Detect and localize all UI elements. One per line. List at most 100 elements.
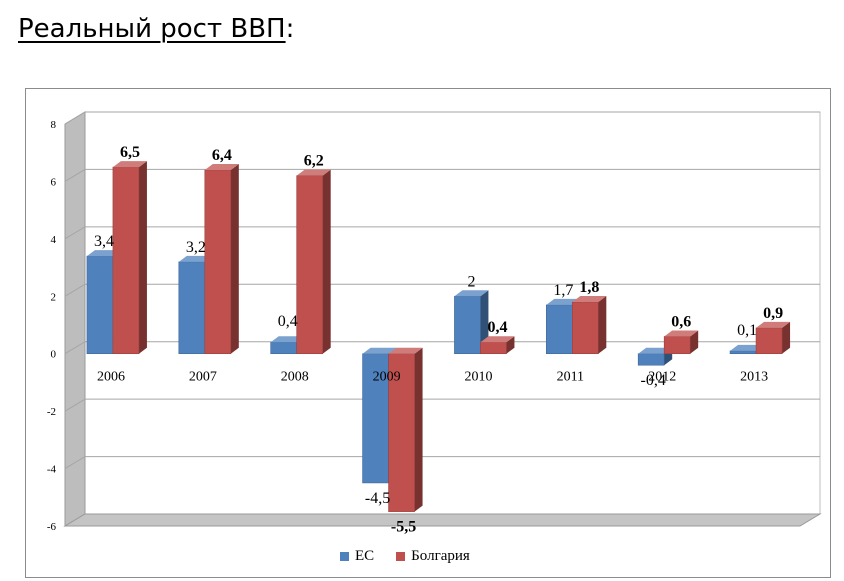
data-label-bulgaria-2013: 0,9	[763, 305, 783, 322]
bar-front-face	[663, 336, 691, 355]
data-label-bulgaria-2006: 6,5	[120, 144, 140, 161]
bar-front-face	[112, 166, 140, 355]
y-tick-label: 2	[51, 291, 57, 303]
bar-front-face	[270, 341, 297, 355]
data-label-bulgaria-2007: 6,4	[212, 147, 232, 164]
x-tick-label-2012: 2012	[648, 370, 676, 385]
bar-front-face	[572, 301, 599, 355]
bar-top-face	[388, 347, 423, 354]
legend-label-bulgaria: Болгария	[411, 548, 470, 564]
bars	[86, 161, 791, 512]
x-tick-label-2008: 2008	[281, 370, 309, 385]
bar-top-face	[638, 347, 673, 354]
bar-front-face	[755, 327, 783, 355]
data-label-eu-2011: 1,7	[553, 282, 573, 299]
legend-swatch-eu	[340, 552, 349, 561]
gridline	[64, 456, 820, 470]
data-label-eu-2009: -4,5	[365, 490, 390, 507]
bar-front-face	[178, 261, 206, 355]
x-tick-label-2011: 2011	[557, 370, 584, 385]
bar-front-face	[388, 353, 415, 512]
bar-top-face	[296, 169, 331, 176]
y-tick-label: -2	[47, 406, 56, 418]
bar-side-face	[782, 321, 791, 354]
x-tick-label-2007: 2007	[189, 370, 217, 385]
data-label-bulgaria-2010: 0,4	[487, 319, 507, 336]
bar-front-face	[546, 304, 573, 355]
chart-side-wall	[64, 111, 86, 527]
gridline	[64, 283, 820, 297]
bar-top-face	[730, 344, 765, 351]
bar-top-face	[112, 161, 147, 168]
bar-side-face	[506, 336, 515, 354]
bar-top-face	[204, 163, 239, 170]
y-tick-label: 6	[51, 176, 57, 188]
data-label-eu-2013: 0,1	[737, 322, 757, 339]
slide-title: Реальный рост ВВП:	[18, 14, 294, 44]
gridline	[64, 168, 820, 182]
bar-eu-2010	[454, 290, 489, 355]
gridline	[64, 398, 820, 412]
bar-bulgaria-2010	[480, 336, 515, 355]
bar-front-face	[296, 175, 323, 355]
bar-top-face	[454, 290, 489, 297]
slide-title-text: Реальный рост ВВП	[18, 14, 286, 44]
data-label-eu-2007: 3,2	[186, 239, 206, 256]
bar-bulgaria-2013	[755, 321, 791, 355]
x-tick-label-2006: 2006	[97, 370, 125, 385]
data-label-bulgaria-2011: 1,8	[579, 279, 599, 296]
x-tick-label-2013: 2013	[740, 370, 768, 385]
bar-front-face	[454, 295, 481, 355]
bar-bulgaria-2011	[572, 296, 607, 355]
bar-top-face	[480, 336, 515, 343]
y-axis: 8 6 4 2 0 -2 -4 -6	[47, 119, 57, 533]
bar-top-face	[86, 250, 121, 257]
y-tick-label: -6	[47, 521, 57, 533]
bar-side-face	[138, 161, 147, 354]
bar-top-face	[362, 347, 397, 354]
data-label-eu-2008: 0,4	[278, 313, 298, 330]
y-tick-label: 8	[51, 119, 57, 131]
gridline	[64, 111, 820, 125]
bar-top-face	[270, 336, 305, 343]
bar-top-face	[546, 298, 581, 305]
data-label-bulgaria-2009: -5,5	[391, 519, 416, 536]
chart-legend: ЕС Болгария	[340, 548, 470, 565]
chart-floor	[63, 513, 822, 527]
legend-swatch-bulgaria	[396, 552, 406, 561]
bar-side-face	[230, 163, 239, 354]
bar-side-face	[690, 330, 699, 354]
x-tick-label-2010: 2010	[464, 370, 492, 385]
bar-top-face	[572, 296, 607, 303]
bar-side-face	[598, 296, 607, 354]
data-label-eu-2012: -0,4	[641, 372, 666, 389]
y-tick-label: 4	[51, 234, 57, 246]
bar-top-face	[178, 255, 213, 262]
data-label-bulgaria-2012: 0,6	[671, 313, 691, 330]
bar-side-face	[322, 169, 331, 354]
bar-top-face	[756, 321, 791, 328]
bar-bulgaria-2007	[204, 163, 239, 355]
data-label-eu-2010: 2	[467, 273, 475, 290]
bar-front-face	[86, 255, 114, 355]
bar-front-face	[637, 353, 665, 366]
x-tick-label-2009: 2009	[373, 370, 401, 385]
data-label-bulgaria-2008: 6,2	[304, 153, 324, 170]
bar-front-face	[480, 341, 507, 355]
legend-label-eu: ЕС	[355, 548, 375, 564]
y-tick-label: 0	[51, 349, 57, 361]
bar-bulgaria-2012	[663, 330, 699, 355]
bar-top-face	[664, 330, 699, 337]
bar-bulgaria-2009	[388, 347, 423, 512]
gridline	[64, 226, 820, 240]
bar-bulgaria-2006	[112, 161, 147, 355]
slide-title-suffix: :	[285, 14, 295, 44]
data-labels: 3,46,520063,26,420070,46,22008-4,5-5,520…	[94, 144, 783, 536]
y-tick-label: -4	[47, 464, 57, 476]
bar-bulgaria-2008	[296, 169, 331, 355]
bar-front-face	[729, 350, 757, 355]
gridlines	[64, 111, 820, 527]
data-label-eu-2006: 3,4	[94, 233, 114, 250]
bar-side-face	[414, 347, 423, 512]
